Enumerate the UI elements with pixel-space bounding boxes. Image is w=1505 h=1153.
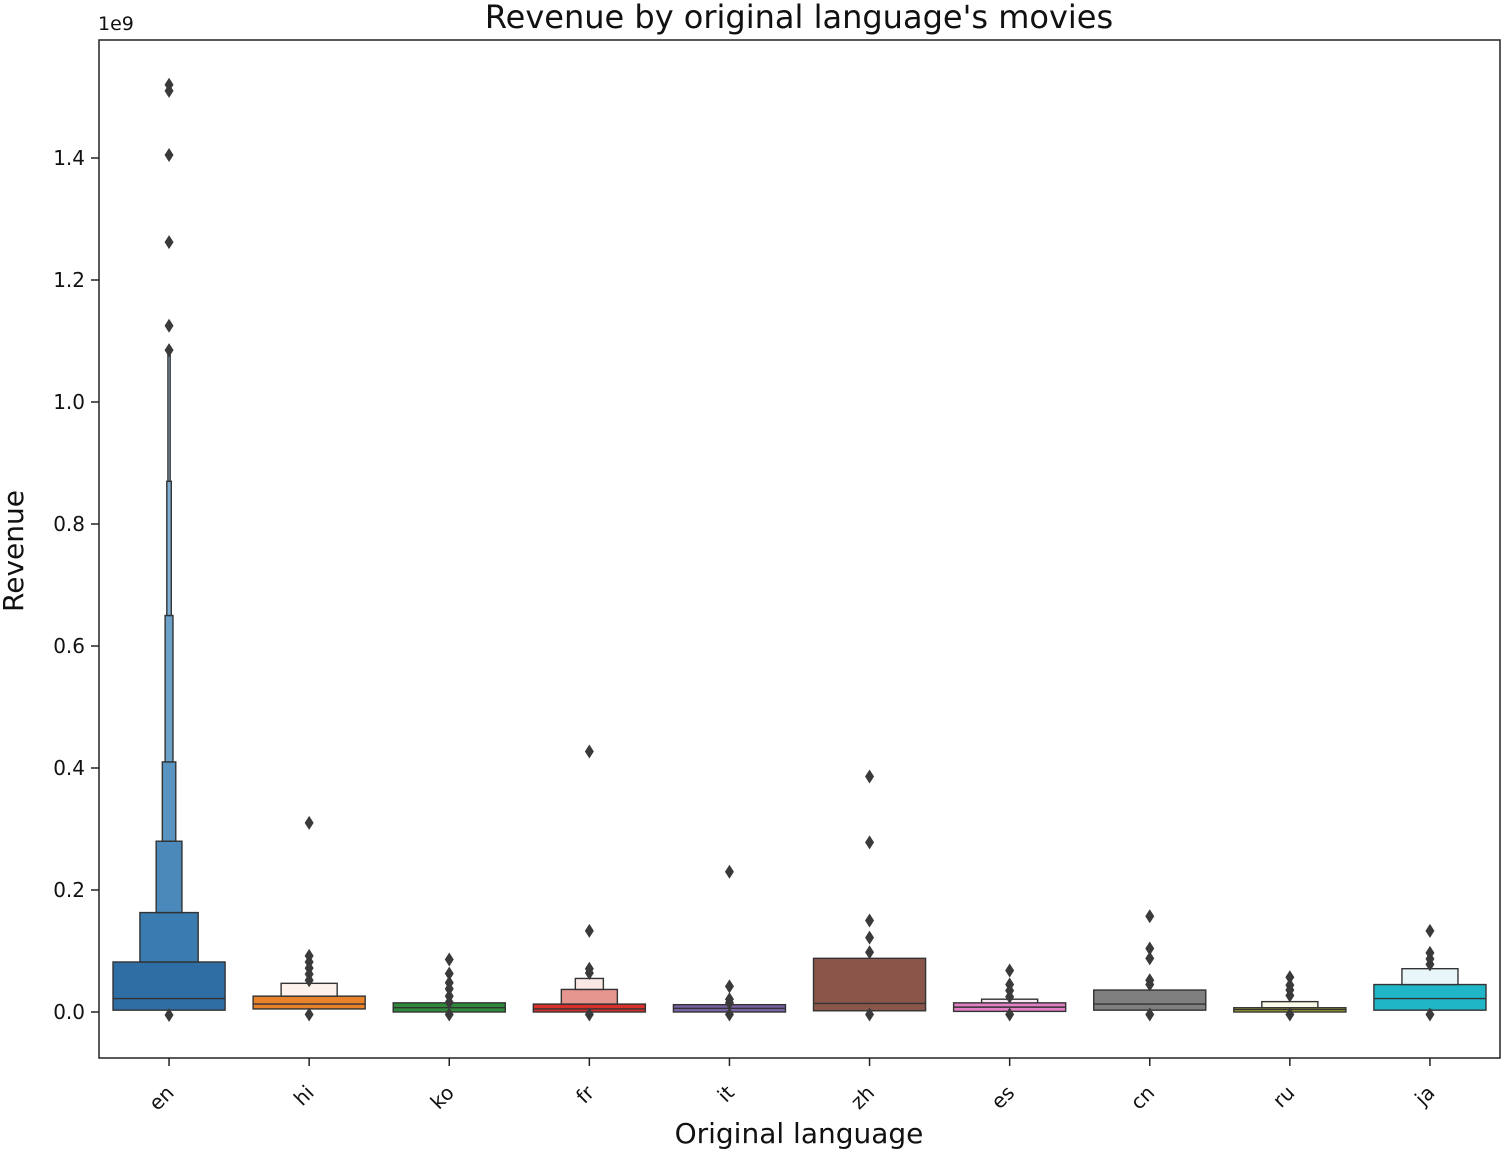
chart-title: Revenue by original language's movies: [485, 0, 1113, 36]
boxen-box: [1261, 1000, 1319, 1009]
outlier-point: [1285, 988, 1295, 1003]
outlier-point: [164, 235, 174, 250]
boxen-box: [167, 352, 171, 483]
boxen-group-ru: [1233, 970, 1347, 1022]
outlier-point: [164, 318, 174, 333]
boxen-group-cn: [1093, 909, 1207, 1022]
outlier-point: [1145, 977, 1155, 992]
y-tick-label: 0.8: [53, 512, 85, 536]
boxen-group-ja: [1373, 923, 1487, 1022]
outlier-point: [1145, 941, 1155, 956]
outlier-point: [1425, 957, 1435, 972]
outlier-point: [724, 864, 734, 879]
x-tick-label: ja: [1409, 1081, 1439, 1111]
outlier-point: [444, 981, 454, 996]
x-tick-label: en: [144, 1081, 179, 1116]
outlier-point: [1005, 963, 1015, 978]
x-tick-label: zh: [846, 1081, 879, 1114]
x-tick-label: ru: [1268, 1081, 1300, 1113]
outlier-point: [584, 744, 594, 759]
y-tick-label: 1.2: [53, 268, 85, 292]
y-tick-label: 0.6: [53, 634, 85, 658]
outlier-point: [164, 1008, 174, 1023]
y-offset-label: 1e9: [98, 13, 134, 35]
y-axis-label: Revenue: [0, 490, 30, 612]
outlier-point: [865, 945, 875, 960]
outlier-point: [584, 965, 594, 980]
boxen-group-es: [952, 963, 1067, 1022]
x-tick-label: hi: [289, 1081, 319, 1111]
x-tick-label: es: [986, 1081, 1019, 1114]
outlier-point: [164, 83, 174, 98]
x-tick-label: fr: [571, 1080, 599, 1108]
boxen-box: [164, 614, 174, 763]
x-tick-label: ko: [425, 1081, 458, 1114]
outlier-point: [865, 835, 875, 850]
boxen-group-hi: [252, 815, 366, 1022]
boxen-box: [1093, 989, 1207, 1011]
y-tick-label: 1.4: [53, 146, 85, 170]
outlier-point: [865, 1007, 875, 1022]
outlier-point: [164, 147, 174, 162]
boxen-box: [166, 480, 172, 617]
outlier-point: [304, 1007, 314, 1022]
boxen-box: [560, 988, 619, 1005]
outlier-point: [865, 769, 875, 784]
boxen-group-ko: [392, 952, 506, 1022]
boxen-group-it: [672, 864, 787, 1022]
outlier-point: [1285, 1007, 1295, 1022]
outlier-point: [865, 930, 875, 945]
outlier-point: [1425, 1007, 1435, 1022]
axes-frame: [98, 39, 1501, 1059]
outlier-point: [584, 1007, 594, 1022]
outlier-point: [1145, 1007, 1155, 1022]
outlier-point: [164, 343, 174, 358]
x-axis-label: Original language: [675, 1117, 924, 1150]
axes: 0.0 0.2 0.4 0.6 0.8 1.0 1.2 1.4 en hi ko fr it zh es cn…: [53, 146, 1439, 1115]
outlier-point: [444, 1007, 454, 1022]
boxen-box: [574, 977, 605, 991]
boxen-box: [1373, 983, 1487, 1011]
outlier-point: [304, 973, 314, 988]
outlier-point: [444, 952, 454, 967]
outlier-point: [444, 966, 454, 981]
y-tick-label: 1.0: [53, 390, 85, 414]
outlier-point: [1145, 909, 1155, 924]
outlier-point: [1425, 923, 1435, 938]
y-tick-label: 0.2: [53, 878, 85, 902]
boxen-box: [139, 911, 199, 963]
outlier-point: [444, 995, 454, 1010]
outlier-point: [1005, 1007, 1015, 1022]
outlier-point: [1285, 970, 1295, 985]
boxen-group-zh: [812, 769, 927, 1022]
boxen-box: [112, 961, 226, 1011]
outlier-point: [724, 995, 734, 1010]
boxen-group-fr: [532, 744, 647, 1022]
plot-area: [112, 77, 1487, 1023]
boxen-box: [252, 995, 366, 1010]
x-tick-label: it: [713, 1080, 740, 1107]
outlier-point: [865, 913, 875, 928]
outlier-point: [1005, 989, 1015, 1004]
outlier-point: [584, 923, 594, 938]
y-tick-label: 0.0: [53, 1000, 85, 1024]
outlier-point: [1145, 951, 1155, 966]
y-tick-label: 0.4: [53, 756, 85, 780]
boxen-box: [155, 840, 183, 914]
boxen-box: [161, 761, 177, 842]
outlier-point: [724, 1007, 734, 1022]
boxen-group-en: [112, 77, 226, 1023]
outlier-point: [724, 979, 734, 994]
outlier-point: [304, 815, 314, 830]
x-tick-label: cn: [1126, 1081, 1160, 1115]
